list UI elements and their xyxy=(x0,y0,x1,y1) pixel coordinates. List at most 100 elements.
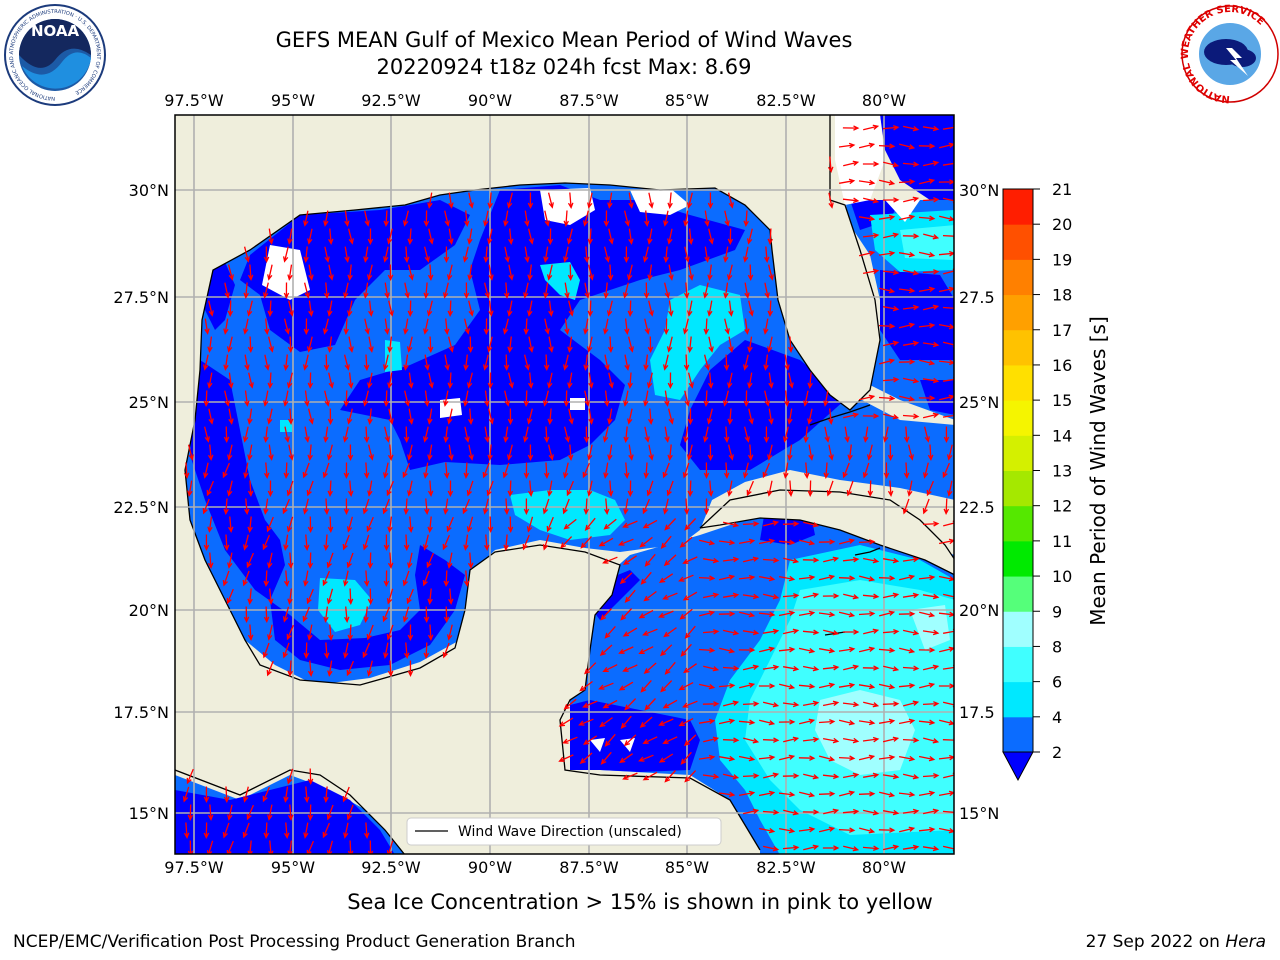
wind-wave-arrow xyxy=(523,354,530,371)
wind-wave-arrow xyxy=(668,264,674,281)
wind-wave-arrow xyxy=(443,390,449,407)
wind-wave-arrow xyxy=(922,269,940,275)
wind-wave-arrow xyxy=(382,498,390,515)
wind-wave-arrow xyxy=(738,574,756,581)
wind-wave-arrow xyxy=(823,390,829,407)
wind-wave-arrow xyxy=(483,246,489,264)
wind-wave-arrow xyxy=(203,354,209,371)
wind-wave-arrow xyxy=(902,161,920,168)
wind-wave-arrow xyxy=(862,557,880,564)
gridlines xyxy=(175,115,954,854)
wind-wave-arrow xyxy=(918,719,936,726)
wind-wave-arrow xyxy=(763,426,770,443)
lon-tick-bottom: 85°W xyxy=(665,858,709,877)
wind-wave-arrow xyxy=(923,233,940,240)
wind-wave-arrow xyxy=(546,264,553,281)
wind-wave-arrow xyxy=(922,521,940,527)
wind-wave-arrow xyxy=(387,264,394,281)
colorbar-tick-label: 21 xyxy=(1052,180,1072,199)
wind-wave-arrow xyxy=(622,282,629,299)
wind-wave-arrow xyxy=(246,552,254,569)
wind-wave-arrow xyxy=(444,318,450,336)
wind-wave-arrow xyxy=(443,606,450,624)
wind-wave-arrow xyxy=(267,372,273,390)
wind-wave-arrow xyxy=(623,462,630,479)
wind-wave-arrow xyxy=(407,660,414,678)
wind-wave-arrow xyxy=(547,444,554,461)
wind-wave-arrow xyxy=(724,318,730,335)
wind-wave-arrow xyxy=(862,161,880,167)
lon-tick-top: 92.5°W xyxy=(361,91,421,110)
wind-wave-arrow xyxy=(362,642,370,659)
wind-wave-arrow xyxy=(226,480,233,497)
wind-wave-arrow xyxy=(407,228,413,245)
wind-wave-arrow xyxy=(722,390,729,407)
wind-wave-arrow xyxy=(883,413,900,420)
wind-wave-arrow xyxy=(918,755,936,762)
wind-wave-arrow xyxy=(362,534,370,551)
wind-wave-arrow xyxy=(882,809,900,816)
wind-wave-arrow xyxy=(818,574,836,581)
wind-wave-arrow xyxy=(639,716,653,728)
wind-wave-arrow xyxy=(684,770,697,783)
wind-wave-arrow xyxy=(902,773,920,780)
wind-wave-arrow xyxy=(863,628,880,635)
wind-wave-arrow xyxy=(467,336,474,354)
wind-wave-arrow xyxy=(698,539,716,546)
wind-wave-arrow xyxy=(624,589,636,603)
wind-wave-arrow xyxy=(742,773,760,779)
wind-wave-arrow xyxy=(878,323,896,329)
wind-wave-arrow xyxy=(386,228,393,245)
wind-wave-arrow xyxy=(262,282,269,299)
wind-wave-arrow xyxy=(698,647,716,654)
wind-wave-arrow xyxy=(504,246,510,263)
wind-wave-arrow xyxy=(222,822,230,839)
wind-wave-arrow xyxy=(887,480,894,498)
wind-wave-arrow xyxy=(858,179,876,186)
wind-wave-arrow xyxy=(364,210,370,227)
wind-wave-arrow xyxy=(423,210,430,227)
wind-wave-arrow xyxy=(723,426,730,444)
wind-wave-arrow xyxy=(782,592,800,599)
wind-wave-arrow xyxy=(203,426,210,443)
wind-wave-arrow xyxy=(363,282,369,299)
wind-wave-arrow xyxy=(187,804,194,822)
wind-wave-arrow xyxy=(702,592,720,599)
wind-wave-arrow xyxy=(563,698,577,710)
wind-wave-arrow xyxy=(427,192,433,209)
wind-wave-arrow xyxy=(408,408,414,425)
wind-wave-arrow xyxy=(328,264,334,281)
yucatan-land xyxy=(175,545,760,854)
wind-wave-arrow xyxy=(247,624,254,642)
wind-wave-arrow xyxy=(758,611,776,618)
wind-wave-arrow xyxy=(427,264,434,282)
wind-wave-arrow xyxy=(603,282,609,300)
wind-wave-arrow xyxy=(667,228,673,245)
wind-wave-arrow xyxy=(828,192,834,209)
wind-wave-arrow xyxy=(507,300,513,317)
wind-wave-arrow xyxy=(386,480,394,497)
wind-wave-arrow xyxy=(622,664,638,672)
wind-wave-arrow xyxy=(448,228,454,245)
wind-wave-arrow xyxy=(942,809,954,816)
wind-wave-arrow xyxy=(787,480,794,498)
wind-wave-arrow xyxy=(448,444,454,461)
wind-wave-arrow xyxy=(447,336,454,353)
wind-wave-arrow xyxy=(743,390,750,408)
wind-wave-arrow xyxy=(718,611,736,617)
wind-wave-arrow xyxy=(527,444,534,462)
run-host: Hera xyxy=(1225,932,1266,952)
wind-wave-arrow xyxy=(408,372,414,389)
wind-wave-arrow xyxy=(343,354,350,371)
wind-wave-arrow xyxy=(327,480,333,498)
wind-wave-arrow xyxy=(878,827,896,833)
wind-wave-arrow xyxy=(782,844,800,851)
wind-wave-arrow xyxy=(827,156,834,173)
wind-wave-arrow xyxy=(707,444,714,461)
wind-wave-arrow xyxy=(718,574,736,581)
wind-wave-arrow xyxy=(462,246,469,263)
wind-wave-arrow xyxy=(367,228,374,245)
wind-wave-arrow xyxy=(587,264,594,281)
wind-wave-arrow xyxy=(898,682,916,689)
wind-wave-arrow xyxy=(366,516,374,533)
